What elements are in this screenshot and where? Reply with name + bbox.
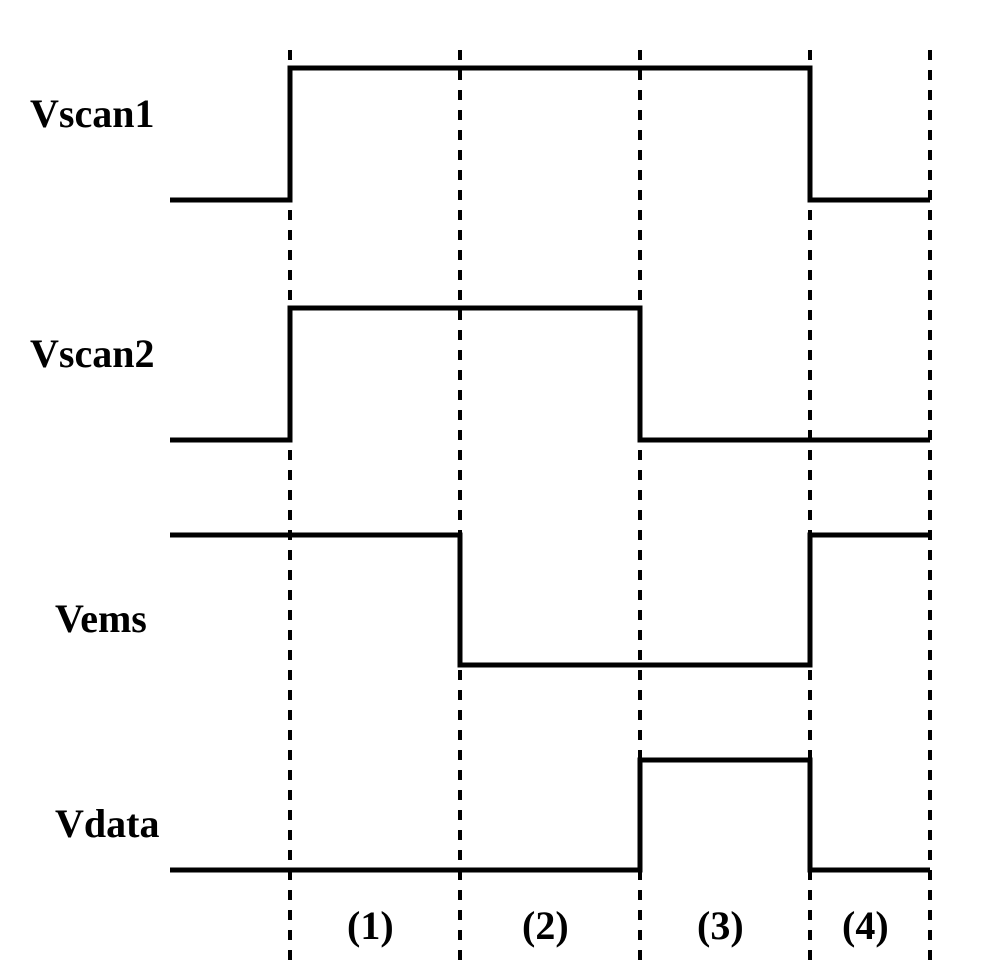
timing-diagram: Vscan1 Vscan2 Vems Vdata (1) (2) (3) (4) xyxy=(0,0,1000,968)
phase-label-2: (2) xyxy=(522,902,569,949)
phase-label-3: (3) xyxy=(697,902,744,949)
signal-label-vscan1: Vscan1 xyxy=(30,90,154,137)
phase-label-4: (4) xyxy=(842,902,889,949)
signal-label-vdata: Vdata xyxy=(55,800,159,847)
signal-label-vems: Vems xyxy=(55,595,147,642)
phase-label-1: (1) xyxy=(347,902,394,949)
waveform-vems xyxy=(170,535,930,665)
waveform-vscan1 xyxy=(170,68,930,200)
waveform-vdata xyxy=(170,760,930,870)
waveform-vscan2 xyxy=(170,308,930,440)
signal-label-vscan2: Vscan2 xyxy=(30,330,154,377)
